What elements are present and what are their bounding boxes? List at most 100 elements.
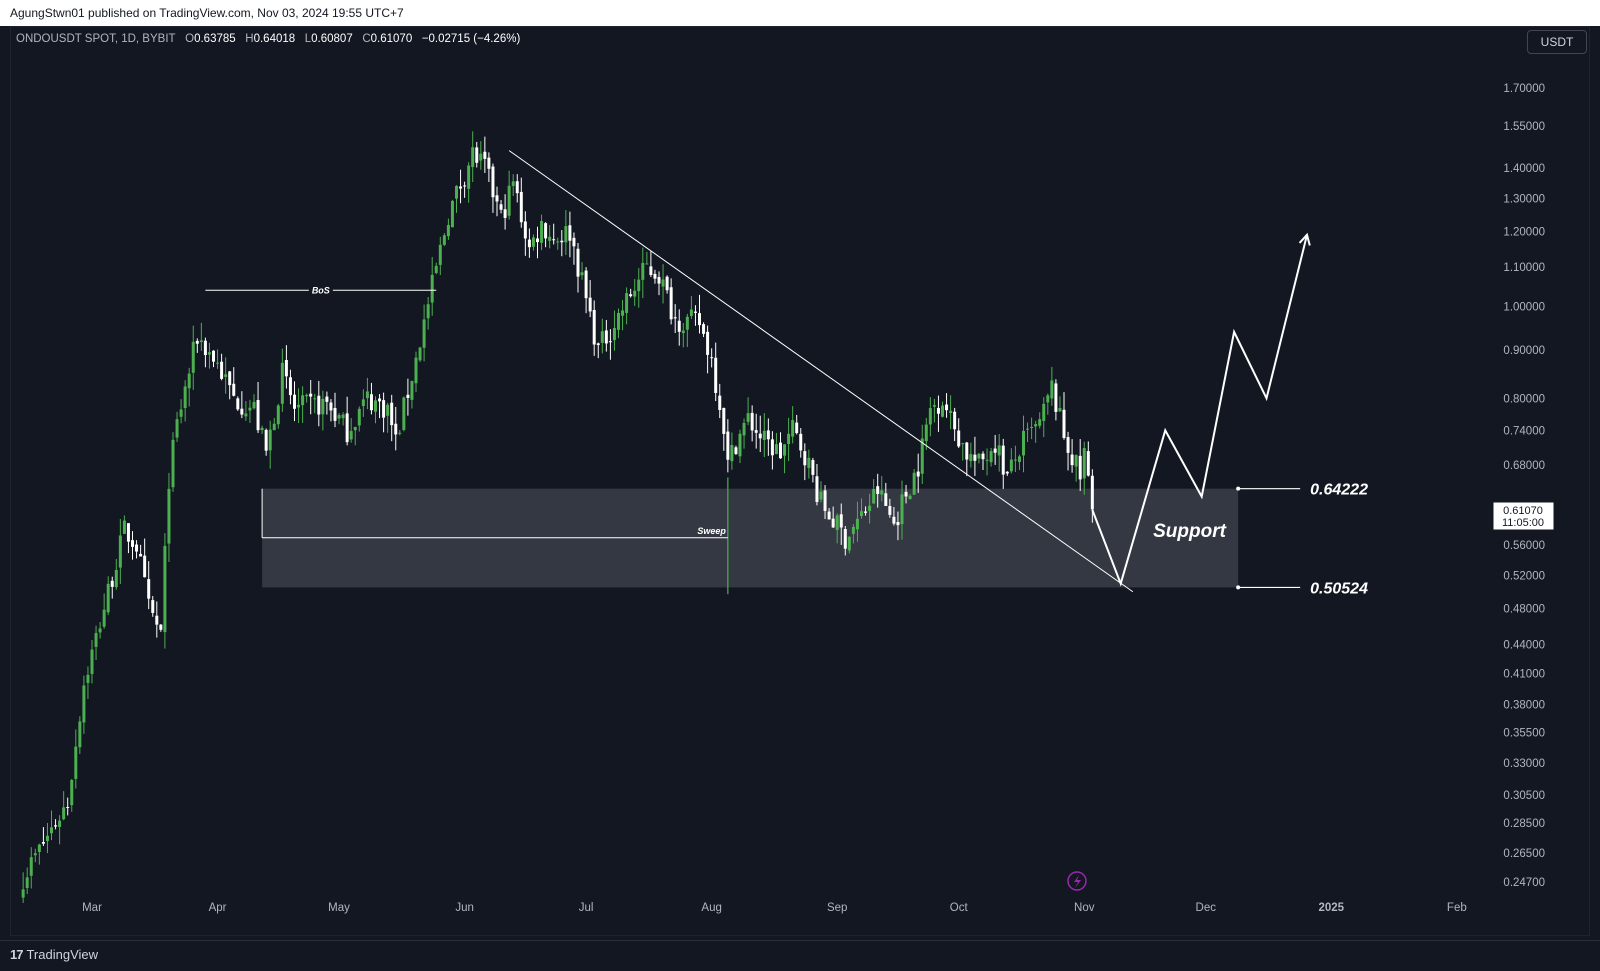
candle-body xyxy=(621,310,625,316)
trendline[interactable] xyxy=(508,150,1134,593)
candle-body xyxy=(195,340,199,344)
candle-body xyxy=(1013,459,1017,461)
candle-body xyxy=(212,350,215,362)
lightning-icon[interactable] xyxy=(1067,871,1087,891)
price-tick-label: 0.28500 xyxy=(1503,818,1545,830)
candle-body xyxy=(280,362,284,404)
candle-body xyxy=(924,424,928,442)
candle-body xyxy=(548,236,552,241)
candle-body xyxy=(641,262,645,280)
candle-body xyxy=(908,495,912,500)
support-label: Support xyxy=(1153,521,1226,542)
candle-body xyxy=(527,239,531,248)
price-tick-label: 0.33000 xyxy=(1503,758,1545,770)
candle-body xyxy=(1070,454,1074,466)
candle-body xyxy=(985,459,989,461)
candle-body xyxy=(507,185,511,216)
candle-body xyxy=(487,157,491,169)
open-value: 0.63785 xyxy=(194,33,236,45)
candle-body xyxy=(187,373,191,389)
price-tick-label: 0.90000 xyxy=(1503,345,1545,357)
candle-body xyxy=(122,520,126,534)
candle-body xyxy=(904,491,908,497)
candle-body xyxy=(612,327,616,341)
candle-body xyxy=(722,407,726,434)
candle-body xyxy=(268,429,272,451)
candle-body xyxy=(491,166,495,198)
candle-body xyxy=(390,402,394,426)
candle-body xyxy=(580,272,584,276)
candle-body xyxy=(750,412,754,431)
candle-body xyxy=(297,404,301,408)
candle-body xyxy=(945,404,949,411)
candle-body xyxy=(41,841,45,844)
candle-body xyxy=(459,186,463,189)
candle-body xyxy=(1074,455,1078,467)
candle-body xyxy=(584,270,588,299)
low-value: 0.60807 xyxy=(311,33,353,45)
candle-body xyxy=(876,486,880,494)
tradingview-brand[interactable]: 17 TradingView xyxy=(10,947,98,962)
candle-body xyxy=(357,408,361,426)
candle-body xyxy=(932,405,936,407)
candle-body xyxy=(835,515,839,530)
candle-body xyxy=(1042,403,1046,421)
brand-name: TradingView xyxy=(26,947,99,962)
candle-body xyxy=(114,569,118,588)
candle-body xyxy=(414,357,418,384)
candle-body xyxy=(754,430,758,433)
candle-body xyxy=(544,223,548,239)
candle-body xyxy=(74,746,78,779)
candle-body xyxy=(811,460,815,475)
candle-body xyxy=(1078,455,1082,480)
candle-body xyxy=(256,400,260,431)
candle-body xyxy=(592,309,596,345)
candle-body xyxy=(1086,451,1090,476)
close-label: C xyxy=(362,33,371,45)
candle-body xyxy=(596,343,600,346)
candle-body xyxy=(568,225,572,241)
candle-body xyxy=(159,624,163,630)
candle-body xyxy=(681,330,685,334)
candle-body xyxy=(868,505,872,512)
candle-body xyxy=(305,394,309,397)
candle-body xyxy=(216,362,220,364)
candle-body xyxy=(382,400,386,418)
candle-body xyxy=(519,191,523,223)
close-value: 0.61070 xyxy=(370,33,413,45)
candle-body xyxy=(98,628,102,633)
price-tick-label: 1.00000 xyxy=(1503,301,1545,313)
currency-button[interactable]: USDT xyxy=(1527,30,1587,54)
candle-body xyxy=(309,393,313,397)
candle-body xyxy=(855,518,859,530)
candle-body xyxy=(365,391,369,399)
price-tick-label: 0.35500 xyxy=(1503,728,1545,740)
candle-body xyxy=(29,857,33,876)
sweep-label: Sweep xyxy=(697,526,726,536)
projection-path[interactable] xyxy=(1091,234,1308,587)
candle-body xyxy=(483,151,487,159)
candle-body xyxy=(446,224,450,237)
candle-body xyxy=(523,221,527,239)
candle-body xyxy=(78,721,82,748)
candle-body xyxy=(1050,380,1054,399)
candle-body xyxy=(131,540,134,547)
annotation-labels: BoS Sweep Support 0.64222 0.50524 xyxy=(312,285,1368,597)
candle-body xyxy=(394,423,398,435)
candle-body xyxy=(1054,383,1058,412)
candle-body xyxy=(653,273,657,279)
countdown-text: 11:05:00 xyxy=(1502,517,1544,529)
drawings-layer xyxy=(205,150,1311,593)
candle-body xyxy=(746,413,750,422)
candle-body xyxy=(86,674,90,683)
candle-body xyxy=(1001,445,1005,475)
candle-body xyxy=(689,309,693,317)
time-tick-label: Sep xyxy=(827,902,847,914)
price-tick-label: 0.44000 xyxy=(1503,639,1545,651)
candle-body xyxy=(799,433,803,451)
candle-body xyxy=(167,488,171,544)
price-tick-label: 1.55000 xyxy=(1503,121,1545,133)
symbol-legend: ONDOUSDT SPOT, 1D, BYBIT O0.63785 H0.640… xyxy=(16,33,520,45)
candle-body xyxy=(135,544,139,552)
